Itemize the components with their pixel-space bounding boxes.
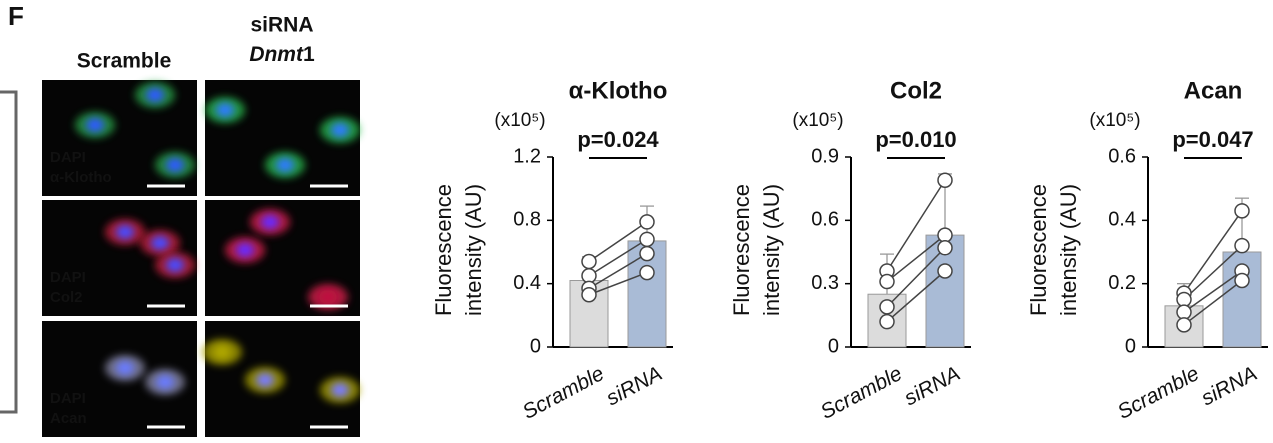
y-axis-label: intensity (AU) — [461, 184, 486, 316]
data-point — [639, 264, 655, 281]
y-tick-label: 0 — [828, 335, 839, 357]
y-axis-label: intensity (AU) — [759, 184, 784, 316]
panel-letter: F — [8, 1, 24, 31]
data-point — [879, 273, 895, 290]
y-tick-label: 0.4 — [513, 272, 541, 294]
x-tick-label: Scramble — [519, 362, 608, 424]
marker-label: α-Klotho — [50, 169, 112, 186]
pair-line — [886, 179, 946, 272]
data-point — [937, 263, 953, 279]
nucleus — [166, 158, 184, 172]
y-tick-label: 0 — [530, 335, 541, 357]
y-tick-label: 0.3 — [811, 272, 839, 294]
chart-title: Acan — [1184, 77, 1243, 104]
y-axis-label: intensity (AU) — [1056, 184, 1081, 316]
y-axis-label: Fluorescence — [1026, 184, 1051, 316]
p-value: p=0.024 — [577, 127, 659, 152]
bar — [925, 234, 965, 348]
nucleus — [116, 361, 134, 375]
pair-line — [1183, 279, 1243, 326]
nucleus — [213, 345, 231, 359]
data-point — [581, 253, 597, 270]
data-point — [1176, 317, 1192, 333]
x-tick-label: siRNA — [603, 362, 666, 410]
pair-line — [588, 252, 648, 290]
p-value: p=0.010 — [875, 127, 956, 152]
gene-label: Dnmt1 — [249, 43, 315, 66]
x-tick-label: siRNA — [1198, 362, 1261, 410]
y-tick-label: 0.4 — [1108, 209, 1136, 231]
marker-label: Col2 — [50, 289, 83, 306]
data-point — [879, 313, 895, 330]
y-tick-label: 0.6 — [811, 209, 839, 231]
bracket — [0, 90, 18, 414]
col-header: siRNA — [250, 14, 313, 37]
pair-line — [588, 271, 648, 296]
unit-label: (x10⁵) — [1089, 110, 1140, 131]
pair-line — [1183, 270, 1243, 313]
pair-line — [588, 221, 648, 263]
nucleus — [236, 243, 254, 257]
pair-line — [1183, 245, 1243, 301]
pair-line — [886, 247, 946, 308]
data-point — [1234, 272, 1250, 289]
data-point — [1176, 304, 1192, 320]
data-point — [937, 172, 953, 188]
stain-label: DAPI — [50, 390, 86, 407]
y-tick-label: 0 — [1125, 335, 1136, 357]
pair-line — [886, 270, 946, 323]
y-tick-label: 1.2 — [513, 145, 541, 167]
x-tick-label: Scramble — [1114, 362, 1203, 424]
y-axis-label: Fluorescence — [431, 184, 456, 316]
chart-title: α-Klotho — [569, 77, 668, 104]
nucleus — [256, 373, 274, 387]
nucleus — [216, 103, 234, 117]
data-point — [639, 214, 655, 230]
y-tick-label: 0.6 — [1108, 145, 1136, 167]
x-tick-label: Scramble — [817, 362, 906, 424]
micrographs — [42, 80, 360, 437]
x-tick-label: siRNA — [901, 362, 964, 410]
stain-label: DAPI — [50, 269, 86, 286]
data-point — [879, 299, 895, 315]
data-point — [1176, 291, 1192, 308]
data-point — [581, 287, 597, 303]
pair-line — [886, 234, 946, 283]
data-point — [581, 268, 597, 284]
y-tick-label: 0.2 — [1108, 272, 1136, 294]
chart-title: Col2 — [890, 77, 942, 104]
data-point — [1234, 203, 1250, 219]
nucleus — [156, 375, 174, 389]
p-value: p=0.047 — [1172, 127, 1253, 152]
nucleus — [166, 258, 184, 272]
col-header: Scramble — [77, 50, 172, 73]
nucleus — [151, 236, 169, 250]
nucleus — [276, 158, 294, 172]
data-point — [639, 231, 655, 248]
y-tick-label: 0.8 — [513, 209, 541, 231]
data-point — [937, 227, 953, 243]
nucleus — [146, 88, 164, 102]
y-axis-label: Fluorescence — [729, 184, 754, 316]
marker-label: Acan — [50, 410, 87, 427]
data-point — [937, 240, 953, 256]
unit-label: (x10⁵) — [792, 110, 843, 131]
stain-label: DAPI — [50, 149, 86, 166]
unit-label: (x10⁵) — [494, 110, 545, 131]
y-tick-label: 0.9 — [811, 145, 839, 167]
nucleus — [116, 225, 134, 239]
data-point — [639, 245, 655, 262]
nucleus — [86, 118, 104, 132]
data-point — [1234, 237, 1250, 254]
nucleus — [331, 123, 349, 137]
nucleus — [261, 215, 279, 229]
pair-line — [588, 238, 648, 277]
nucleus — [319, 290, 337, 304]
pair-line — [1183, 210, 1243, 294]
nucleus — [331, 383, 349, 397]
